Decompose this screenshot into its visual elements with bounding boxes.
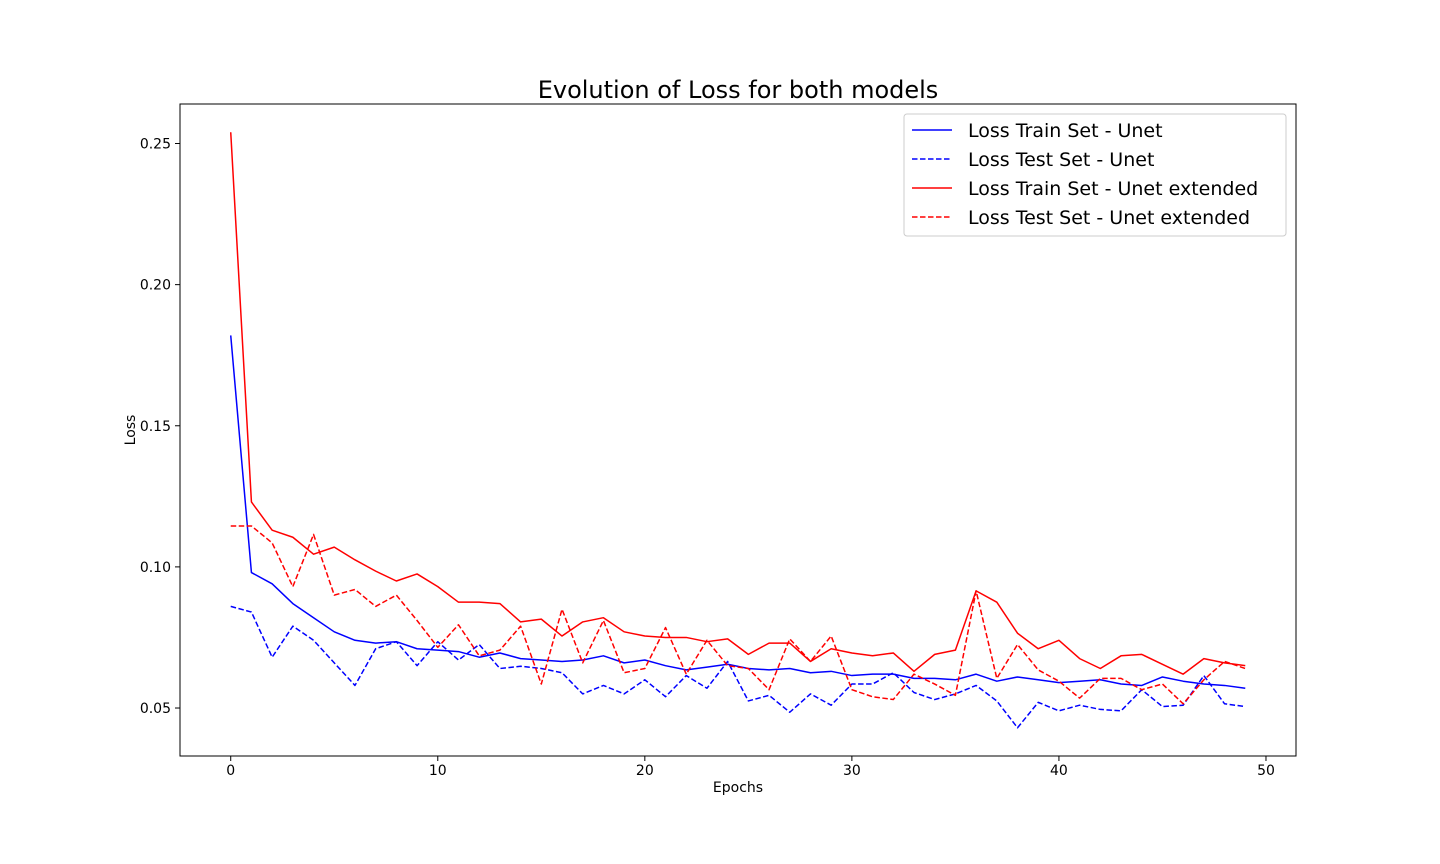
x-tick-label: 40: [1050, 763, 1068, 779]
x-tick-label: 50: [1257, 763, 1275, 779]
y-tick-label: 0.10: [140, 560, 171, 576]
x-tick-label: 20: [636, 763, 654, 779]
legend-label-3: Loss Test Set - Unet extended: [968, 207, 1250, 229]
legend-label-1: Loss Test Set - Unet: [968, 149, 1154, 171]
legend-box: [903, 113, 1287, 237]
plot-layer: [229, 132, 1246, 729]
chart-title: Evolution of Loss for both models: [538, 76, 939, 104]
x-tick-label: 10: [429, 763, 447, 779]
series-line-2: [229, 132, 1246, 675]
plot-frame: [179, 103, 1297, 757]
legend: Loss Train Set - Unet Loss Test Set - Une…: [903, 113, 1287, 237]
x-axis-label: Epochs: [713, 780, 763, 796]
axes-layer: 0 10 20 30 40 50 0.05 0.10 0.15 0.20 0.25: [140, 103, 1297, 779]
y-tick-label: 0.25: [140, 137, 171, 153]
x-tick-label: 0: [226, 763, 235, 779]
y-tick-label: 0.20: [140, 278, 171, 294]
y-axis-label-group: Loss: [123, 415, 139, 446]
legend-label-0: Loss Train Set - Unet: [968, 120, 1163, 142]
y-axis-label: Loss: [123, 415, 139, 446]
y-tick-label: 0.15: [140, 419, 171, 435]
series-line-0: [229, 335, 1246, 690]
x-tick-label: 30: [843, 763, 861, 779]
legend-label-2: Loss Train Set - Unet extended: [968, 178, 1258, 200]
y-tick-label: 0.05: [140, 701, 171, 717]
series-line-1: [230, 605, 1246, 729]
series-line-3: [230, 525, 1246, 705]
